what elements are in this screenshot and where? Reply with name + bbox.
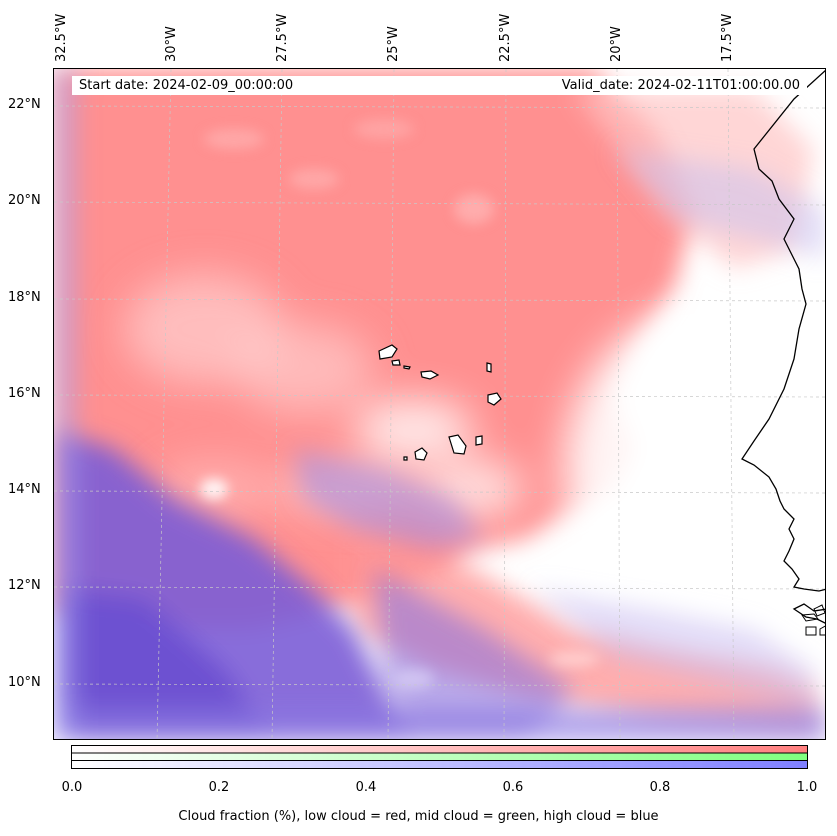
colorbar-tick-2: 0.4 — [355, 780, 377, 795]
island-sal — [486, 362, 492, 373]
island-brava — [403, 456, 408, 461]
lat-label-12n: 12°N — [8, 578, 41, 593]
lon-label-25w: 25°W — [386, 26, 401, 62]
colorbar-high-cloud-band — [71, 760, 808, 769]
island-boa-vista — [487, 392, 502, 406]
coast-island-d — [819, 625, 825, 636]
coast-island-c — [805, 626, 817, 636]
graticule — [54, 69, 825, 739]
lon-label-27-5w: 27.5°W — [275, 13, 290, 62]
coast-island-b — [813, 604, 825, 617]
lon-label-22-5w: 22.5°W — [498, 13, 513, 62]
lat-label-18n: 18°N — [8, 290, 41, 305]
lon-label-32-5w: 32.5°W — [54, 13, 69, 62]
island-sao-nicolau — [420, 370, 440, 380]
island-fogo — [414, 447, 428, 461]
africa-coastline — [741, 69, 825, 624]
lat-label-10n: 10°N — [8, 675, 41, 690]
lat-label-16n: 16°N — [8, 386, 41, 401]
lat-label-14n: 14°N — [8, 482, 41, 497]
info-bar: Start date: 2024-02-09_00:00:00 Valid_da… — [72, 76, 807, 95]
lat-label-22n: 22°N — [8, 97, 41, 112]
valid-date-text: Valid_date: 2024-02-11T01:00:00.00 — [561, 78, 800, 93]
island-santa-luzia — [403, 365, 411, 370]
island-santo-antao — [378, 344, 398, 360]
start-date-text: Start date: 2024-02-09_00:00:00 — [79, 78, 294, 93]
cloud-fraction-map: Start date: 2024-02-09_00:00:00 Valid_da… — [53, 68, 826, 740]
island-sao-vicente — [391, 359, 401, 366]
map-canvas — [54, 69, 825, 739]
lon-label-30w: 30°W — [164, 26, 179, 62]
colorbar-tick-1: 0.2 — [208, 780, 230, 795]
speckle-cells — [200, 119, 599, 689]
high-cloud-layer — [54, 69, 825, 739]
colorbar — [71, 745, 808, 769]
cape-verde-islands — [378, 344, 502, 461]
lon-label-17-5w: 17.5°W — [720, 13, 735, 62]
colorbar-tick-5: 1.0 — [796, 780, 818, 795]
coast-island-a — [801, 613, 819, 622]
colorbar-tick-3: 0.6 — [502, 780, 524, 795]
island-maio — [475, 435, 483, 446]
colorbar-tick-0: 0.0 — [61, 780, 83, 795]
colorbar-label: Cloud fraction (%), low cloud = red, mid… — [178, 809, 659, 824]
colorbar-tick-4: 0.8 — [649, 780, 671, 795]
colorbar-low-cloud-band — [71, 745, 808, 754]
island-santiago — [448, 434, 467, 455]
colorbar-mid-cloud-band — [71, 752, 808, 761]
colorbar-canvas — [71, 745, 808, 769]
lon-label-20w: 20°W — [609, 26, 624, 62]
lat-label-20n: 20°N — [8, 193, 41, 208]
